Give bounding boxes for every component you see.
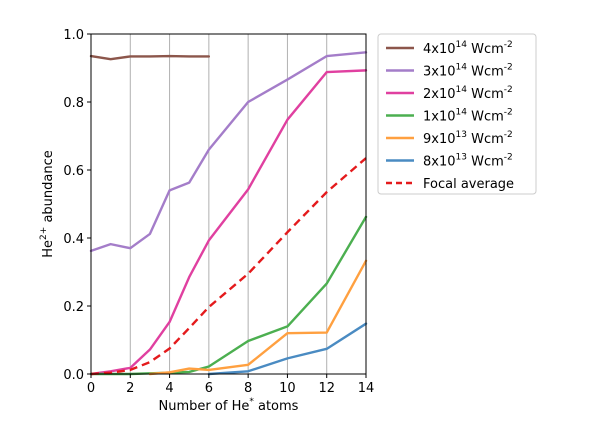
legend-label-0: 4x1014 Wcm-2: [423, 40, 513, 57]
legend: 4x1014 Wcm-2 3x1014 Wcm-2 2x1014 Wcm-2 1x10…: [377, 33, 537, 195]
series-line-4: [148, 259, 368, 376]
series-line-6: [90, 157, 367, 376]
y-tick-label-5: 1.0: [63, 28, 84, 43]
x-axis-label-rest: atoms: [254, 399, 299, 414]
y-axis-label-base: He: [41, 240, 56, 258]
y-tick-label-0: 0.0: [63, 368, 84, 383]
series-line-0: [89, 54, 211, 61]
legend-label-5: 8x1013 Wcm-2: [423, 153, 513, 170]
x-tick-label-4: 8: [244, 381, 252, 396]
x-tick-label-0: 0: [87, 381, 95, 396]
legend-label-3: 1x1014 Wcm-2: [423, 108, 513, 125]
grid: [90, 34, 367, 374]
plot-frame: [90, 33, 367, 375]
series-line-2: [89, 69, 368, 376]
ticks: 0 2 4 6 8 10 12 14 0.0 0.2 0.4 0.6 0.8 1.0: [63, 28, 374, 396]
y-tick-label-4: 0.8: [63, 96, 84, 111]
x-tick-label-5: 10: [279, 381, 296, 396]
x-axis-label-base: Number of He: [159, 399, 250, 414]
x-tick-label-1: 2: [126, 381, 134, 396]
x-axis-label-sup: *: [249, 397, 254, 407]
legend-label-2: 2x1014 Wcm-2: [423, 85, 513, 102]
y-axis-label-sup: 2+: [39, 227, 49, 240]
y-axis-label: He2+ abundance: [39, 150, 56, 258]
x-tick-label-2: 4: [165, 381, 173, 396]
y-axis-label-rest: abundance: [41, 150, 56, 226]
legend-box: [377, 33, 537, 195]
series-line-1: [89, 51, 368, 253]
series-line-5: [207, 322, 368, 376]
legend-label-4: 9x1013 Wcm-2: [423, 130, 513, 147]
y-tick-label-1: 0.2: [63, 300, 84, 315]
y-tick-label-3: 0.6: [63, 164, 84, 179]
x-tick-label-3: 6: [205, 381, 213, 396]
legend-label-1: 3x1014 Wcm-2: [423, 63, 513, 80]
series-layer: [89, 51, 368, 376]
x-tick-label-6: 12: [318, 381, 335, 396]
legend-label-6: Focal average: [423, 177, 514, 192]
y-tick-label-2: 0.4: [63, 232, 84, 247]
x-tick-label-7: 14: [358, 381, 375, 396]
x-axis-label: Number of He* atoms: [159, 397, 299, 414]
